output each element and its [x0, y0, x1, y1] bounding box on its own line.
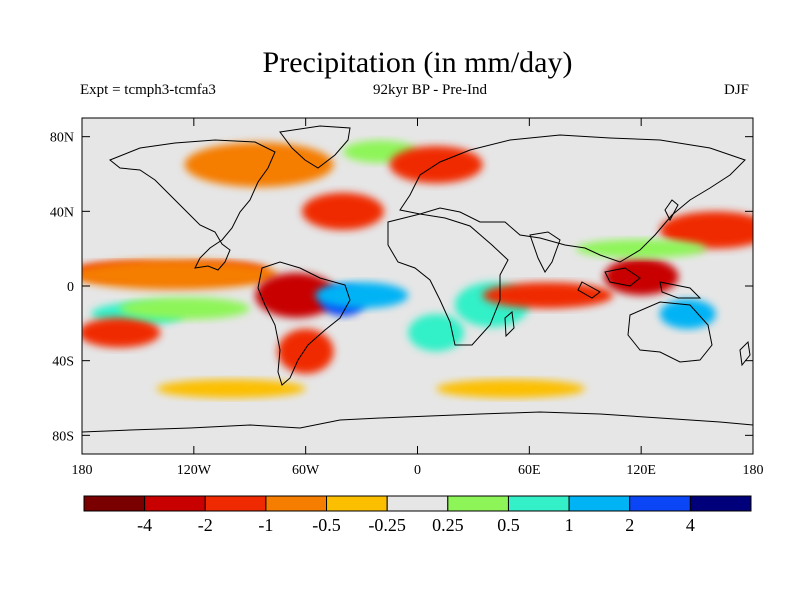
anomaly-patch-22	[436, 379, 586, 398]
madagascar-coast	[504, 311, 515, 338]
colorbar-label: -1	[258, 515, 273, 535]
longitude-axis: 180 120W 60W 0 60E 120E 180	[72, 118, 764, 478]
anomaly-patch-16	[482, 282, 614, 309]
anomaly-patch-8	[314, 282, 409, 309]
colorbar-swatch	[629, 495, 691, 512]
anomaly-patch-5	[119, 297, 250, 320]
anomaly-patch-12	[184, 142, 334, 188]
season-label: DJF	[724, 82, 750, 98]
anomaly-patch-15	[408, 314, 465, 352]
antarctica-coast	[82, 411, 753, 433]
colorbar-label: 0.5	[497, 515, 520, 535]
colorbar-swatch	[447, 495, 509, 512]
colorbar-swatch	[386, 495, 449, 512]
anomaly-patch-19	[659, 211, 753, 249]
x-tick-label: 180	[72, 463, 93, 478]
colorbar-swatch	[568, 495, 631, 512]
new-guinea-coast	[659, 281, 702, 299]
colorbar-label: 0.25	[432, 515, 464, 535]
x-tick-label: 120W	[177, 463, 212, 478]
colorbar-swatch	[204, 495, 267, 512]
anomaly-patch-18	[659, 299, 716, 329]
colorbar-label: 1	[565, 515, 574, 535]
eurasia-coast	[399, 134, 746, 263]
colorbar-label: -4	[137, 515, 152, 535]
experiment-label: Expt = tcmph3-tcmfa3	[80, 82, 216, 98]
colorbar-swatch	[265, 495, 328, 512]
anomaly-patch-6	[255, 272, 338, 318]
australia-coast	[627, 301, 713, 363]
colorbar-swatch	[689, 495, 752, 512]
anomaly-patch-2	[82, 259, 278, 290]
colorbar-swatch	[83, 495, 146, 512]
japan-coast	[664, 199, 679, 222]
colorbar-swatch	[144, 495, 206, 512]
coastlines	[82, 125, 753, 433]
x-tick-label: 60W	[292, 463, 320, 478]
x-tick-label: 60E	[518, 463, 541, 478]
chart-title: Precipitation (in mm/day)	[262, 46, 573, 79]
x-tick-label: 120E	[626, 463, 656, 478]
new-zealand-coast	[739, 340, 751, 367]
y-tick-label: 0	[67, 280, 74, 295]
anomaly-patch-10	[301, 192, 384, 230]
colorbar-label: -0.5	[312, 515, 341, 535]
y-tick-label: 80S	[52, 429, 74, 444]
anomaly-patch-17	[603, 258, 679, 296]
latitude-axis: 80N 40N 0 40S 80S	[50, 131, 753, 444]
x-tick-label: 180	[743, 463, 764, 478]
y-tick-label: 40N	[50, 205, 74, 220]
colorbar-swatch	[326, 495, 388, 512]
anomaly-patch-4	[82, 317, 161, 348]
anomaly-patch-9	[277, 328, 334, 374]
borneo-coast	[604, 267, 641, 287]
greenland-coast	[279, 125, 351, 169]
india-coast	[529, 231, 561, 273]
colorbar-label: -2	[198, 515, 213, 535]
anomaly-field	[82, 140, 753, 398]
colorbar-label: 2	[625, 515, 634, 535]
y-tick-label: 40S	[52, 355, 74, 370]
map-area	[81, 117, 754, 455]
anomaly-patch-21	[156, 379, 306, 398]
colorbar-label: -0.25	[368, 515, 406, 535]
sumatra-coast	[577, 281, 601, 299]
colorbar-swatch	[507, 495, 570, 512]
y-tick-label: 80N	[50, 131, 74, 146]
x-tick-label: 0	[414, 463, 421, 478]
africa-coast	[387, 213, 509, 346]
comparison-label: 92kyr BP - Pre-Ind	[372, 82, 488, 98]
colorbar: -4 -2 -1 -0.5 -0.25 0.25 0.5 1 2 4	[83, 495, 752, 535]
north-america-coast	[109, 139, 276, 271]
colorbar-label: 4	[686, 515, 695, 535]
south-america-coast	[257, 261, 351, 386]
